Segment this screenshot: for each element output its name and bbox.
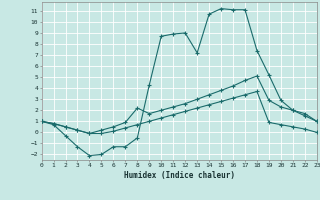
X-axis label: Humidex (Indice chaleur): Humidex (Indice chaleur) xyxy=(124,171,235,180)
